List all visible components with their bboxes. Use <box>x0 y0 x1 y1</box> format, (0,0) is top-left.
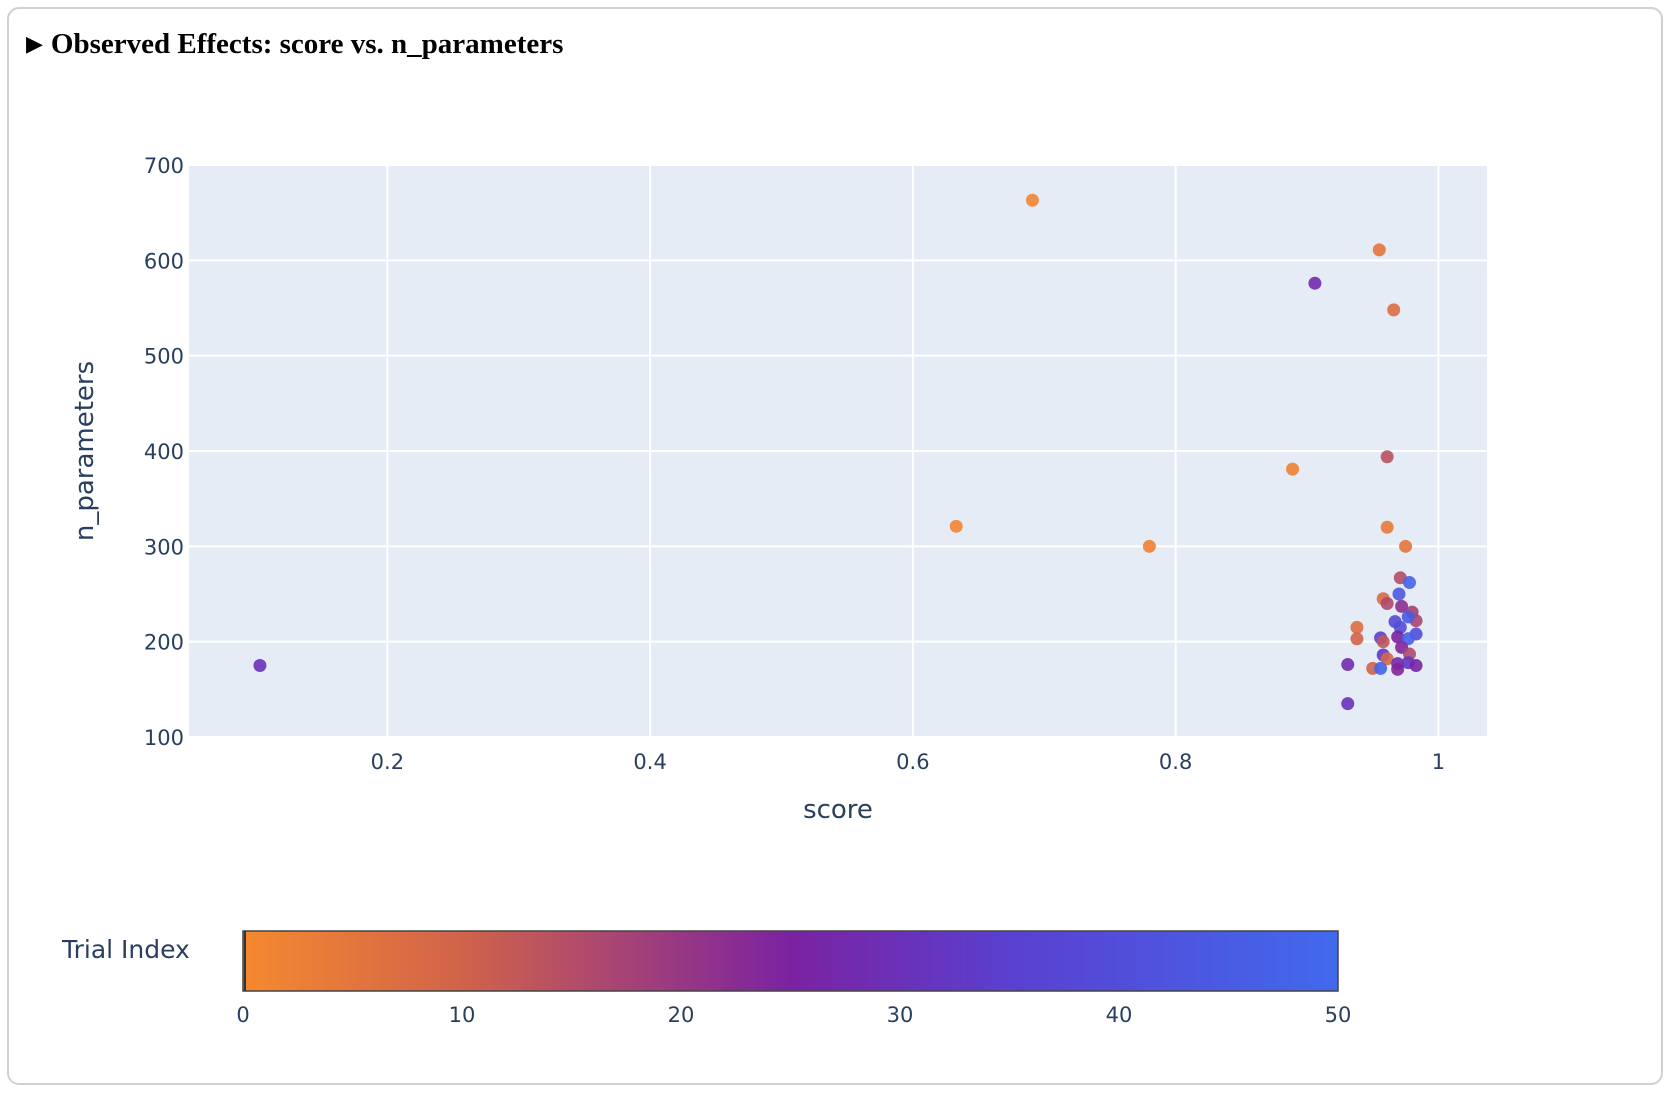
y-axis-label: n_parameters <box>70 361 100 541</box>
data-point <box>1380 520 1394 534</box>
data-point <box>1401 610 1415 624</box>
colorbar-tick-label: 10 <box>449 1003 476 1027</box>
triangle-right-icon[interactable]: ▶ <box>26 31 43 56</box>
data-point <box>1387 303 1401 317</box>
y-tick-label: 100 <box>144 726 184 750</box>
y-tick-label: 200 <box>144 631 184 655</box>
data-point <box>1286 462 1300 476</box>
colorbar <box>242 930 1339 992</box>
data-point <box>1350 632 1364 646</box>
x-axis-label: score <box>803 795 873 825</box>
y-tick-label: 600 <box>144 249 184 273</box>
x-tick-label: 0.2 <box>371 750 404 774</box>
data-point <box>253 659 267 672</box>
colorbar-tick-label: 40 <box>1106 1003 1133 1027</box>
data-point <box>1402 576 1416 590</box>
data-point <box>1391 630 1405 644</box>
y-ticks: 100 200 300 400 500 600 700 <box>144 154 184 750</box>
y-tick-label: 300 <box>144 535 184 559</box>
colorbar-tick-label: 50 <box>1325 1003 1352 1027</box>
data-point <box>1341 697 1355 711</box>
data-point <box>1142 539 1156 553</box>
chart-title: Observed Effects: score vs. n_parameters <box>50 28 564 60</box>
data-point <box>949 519 963 533</box>
x-ticks: 0.2 0.4 0.6 0.8 1 <box>371 750 1445 774</box>
y-tick-label: 400 <box>144 440 184 464</box>
chart-card <box>7 7 1663 1085</box>
data-point <box>1308 276 1322 290</box>
data-point <box>1380 652 1394 666</box>
colorbar-ticks: 0 10 20 30 40 50 <box>236 1003 1351 1027</box>
x-tick-label: 0.4 <box>633 750 666 774</box>
data-point <box>1409 659 1423 672</box>
data-point <box>1372 243 1386 257</box>
chart-header[interactable]: ▶ Observed Effects: score vs. n_parameter… <box>26 28 563 61</box>
data-point <box>1025 193 1039 207</box>
data-point <box>1380 450 1394 464</box>
data-point <box>1392 587 1406 601</box>
data-point <box>1374 661 1388 675</box>
data-point <box>1350 620 1364 634</box>
colorbar-tick-label: 20 <box>668 1003 695 1027</box>
data-point <box>1376 635 1390 649</box>
gridlines <box>189 164 1487 738</box>
y-tick-label: 500 <box>144 345 184 369</box>
x-tick-label: 1 <box>1432 750 1445 774</box>
x-tick-label: 0.8 <box>1159 750 1192 774</box>
data-point <box>1395 599 1409 613</box>
data-points <box>253 193 1423 711</box>
data-point <box>1391 662 1405 676</box>
data-point <box>1380 597 1394 611</box>
colorbar-title: Trial Index <box>61 935 190 964</box>
data-point <box>1341 658 1355 672</box>
y-tick-label: 700 <box>144 154 184 178</box>
colorbar-tick-label: 0 <box>236 1003 249 1027</box>
x-tick-label: 0.6 <box>896 750 929 774</box>
data-point <box>1399 539 1413 553</box>
colorbar-tick-label: 30 <box>887 1003 914 1027</box>
